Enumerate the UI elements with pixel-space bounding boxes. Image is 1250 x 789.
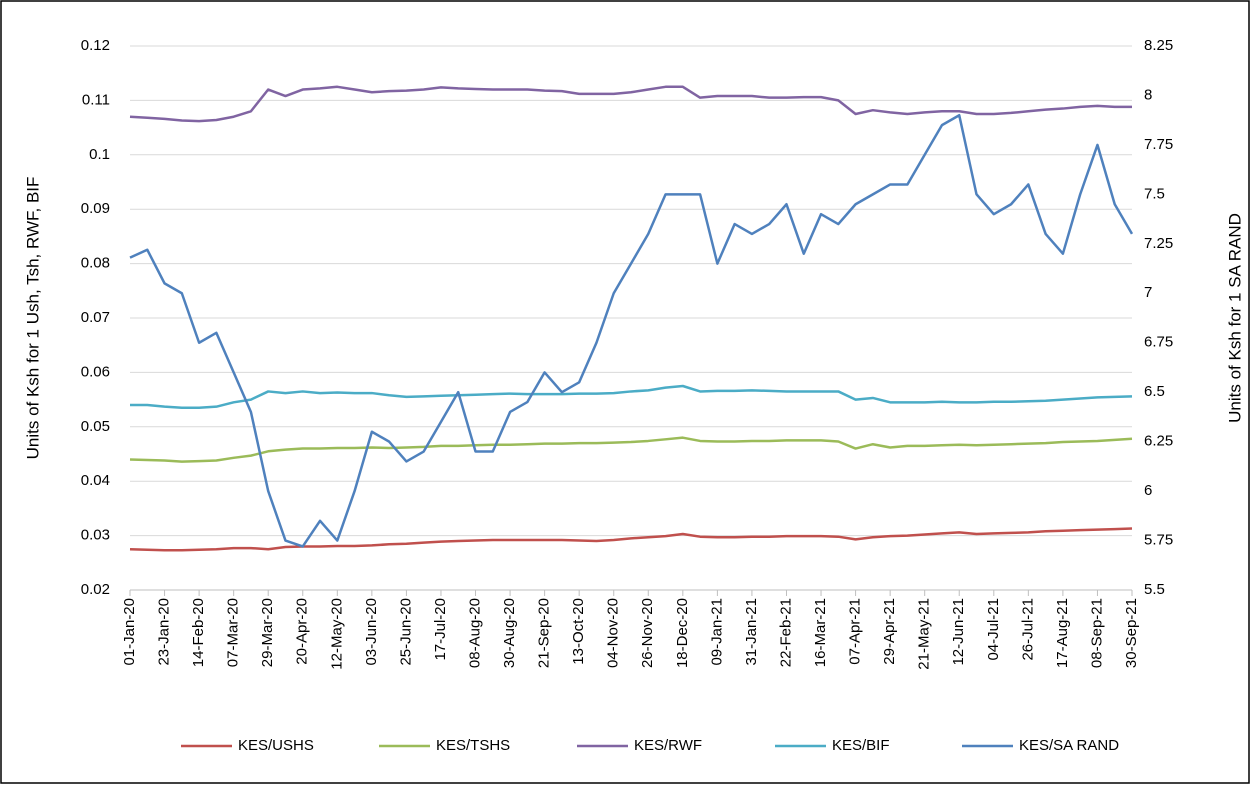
- legend-label: KES/TSHS: [436, 737, 510, 754]
- x-tick-label: 12-May-20: [328, 598, 345, 670]
- x-tick-label: 31-Jan-21: [743, 598, 760, 666]
- x-tick-label: 30-Sep-21: [1123, 598, 1140, 668]
- y-tick-label: 0.05: [81, 418, 110, 435]
- y-tick-label: 0.11: [82, 91, 110, 108]
- x-tick-label: 08-Aug-20: [466, 598, 483, 668]
- x-tick-label: 03-Jun-20: [363, 598, 380, 666]
- x-tick-label: 23-Jan-20: [156, 598, 173, 666]
- x-tick-label: 29-Mar-20: [259, 598, 276, 667]
- series-line: [129, 527, 1133, 552]
- y2-tick-label: 6.5: [1144, 383, 1165, 400]
- series-line: [129, 113, 1134, 548]
- y2-tick-label: 8: [1144, 86, 1152, 103]
- y2-tick-label: 6.75: [1144, 334, 1173, 351]
- x-tick-label: 07-Apr-21: [847, 598, 864, 665]
- x-tick-label: 16-Mar-21: [812, 598, 829, 667]
- y-tick-label: 0.08: [81, 255, 110, 272]
- y2-tick-label: 7.5: [1144, 185, 1165, 202]
- x-tick-label: 20-Apr-20: [294, 598, 311, 665]
- legend-label: KES/BIF: [832, 737, 890, 754]
- x-tick-label: 21-May-21: [916, 598, 933, 670]
- x-tick-label: 29-Apr-21: [881, 598, 898, 665]
- y2-tick-label: 7: [1144, 284, 1152, 301]
- y2-tick-label: 7.25: [1144, 235, 1173, 252]
- y-tick-label: 0.09: [81, 200, 110, 217]
- y-tick-label: 0.07: [81, 309, 110, 326]
- x-tick-label: 21-Sep-20: [536, 598, 553, 668]
- y-axis-title: Units of Ksh for 1 Ush, Tsh, RWF, BIF: [23, 177, 42, 460]
- y2-axis-title: Units of Ksh for 1 SA RAND: [1225, 213, 1244, 423]
- series-line: [130, 384, 1133, 410]
- x-tick-label: 14-Feb-20: [190, 598, 207, 667]
- x-tick-label: 12-Jun-21: [950, 598, 967, 666]
- x-tick-label: 26-Jul-21: [1019, 598, 1036, 661]
- y-tick-label: 0.1: [89, 146, 110, 163]
- x-tick-label: 13-Oct-20: [570, 598, 587, 665]
- y-tick-label: 0.12: [81, 37, 110, 54]
- y2-tick-label: 6: [1144, 482, 1152, 499]
- legend-label: KES/SA RAND: [1019, 737, 1119, 754]
- x-tick-label: 09-Jan-21: [708, 598, 725, 666]
- y2-tick-label: 5.75: [1144, 532, 1173, 549]
- series-line: [129, 436, 1133, 463]
- x-tick-label: 22-Feb-21: [777, 598, 794, 667]
- x-tick-label: 17-Aug-21: [1054, 598, 1071, 668]
- legend-label: KES/USHS: [238, 737, 314, 754]
- x-tick-label: 04-Nov-20: [605, 598, 622, 668]
- y-tick-label: 0.06: [81, 363, 110, 380]
- y2-tick-label: 8.25: [1144, 37, 1173, 54]
- x-tick-label: 04-Jul-21: [985, 598, 1002, 661]
- x-tick-label: 17-Jul-20: [432, 598, 449, 661]
- x-tick-label: 18-Dec-20: [674, 598, 691, 668]
- x-tick-label: 25-Jun-20: [397, 598, 414, 666]
- x-tick-label: 07-Mar-20: [225, 598, 242, 667]
- y2-tick-label: 5.5: [1144, 581, 1165, 598]
- y2-tick-label: 6.25: [1144, 433, 1173, 450]
- x-tick-label: 08-Sep-21: [1088, 598, 1105, 668]
- y-tick-label: 0.04: [81, 472, 110, 489]
- x-tick-label: 30-Aug-20: [501, 598, 518, 668]
- y-tick-label: 0.03: [81, 527, 110, 544]
- y-tick-label: 0.02: [81, 581, 110, 598]
- legend-label: KES/RWF: [634, 737, 702, 754]
- y2-tick-label: 7.75: [1144, 136, 1173, 153]
- x-tick-label: 01-Jan-20: [121, 598, 138, 666]
- x-tick-label: 26-Nov-20: [639, 598, 656, 668]
- series-line: [129, 85, 1132, 123]
